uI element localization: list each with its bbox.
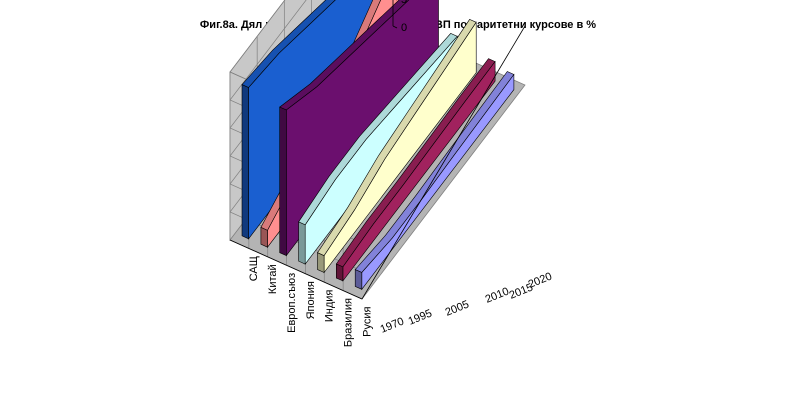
series-6: [335, 58, 496, 282]
depth-axis: [229, 239, 363, 300]
z-tick: [392, 25, 398, 29]
series-cap: [335, 263, 344, 282]
series-5: [317, 19, 477, 274]
series-cap: [260, 226, 268, 248]
series-cap: [241, 84, 249, 240]
series-label: Русия: [361, 306, 373, 336]
series-label: Китай: [267, 264, 279, 294]
labels-layer: 051015202530197019952005201020152020САЩК…: [229, 0, 554, 347]
z-tick-label: 5: [401, 0, 407, 6]
series-face: [323, 21, 477, 274]
series-cap: [279, 106, 287, 257]
series-cap: [317, 252, 325, 273]
series-label: Япония: [305, 281, 317, 319]
series-face: [342, 60, 496, 282]
x-axis: [361, 25, 526, 300]
series-label: Европ.съюз: [286, 273, 298, 333]
series-4: [298, 33, 458, 265]
x-tick-label: 2010: [484, 285, 511, 305]
x-tick-label: 2020: [527, 270, 554, 290]
series-label: САЩ: [248, 256, 260, 281]
x-tick-label: 2005: [444, 298, 471, 318]
series-cap: [298, 221, 306, 265]
x-tick-label: 1970: [379, 315, 406, 335]
series-label: Индия: [324, 290, 336, 323]
z-tick-label: 0: [401, 22, 407, 34]
x-tick-label: 1995: [407, 307, 434, 327]
series-cap: [354, 269, 363, 290]
series-label: Бразилия: [342, 298, 354, 347]
